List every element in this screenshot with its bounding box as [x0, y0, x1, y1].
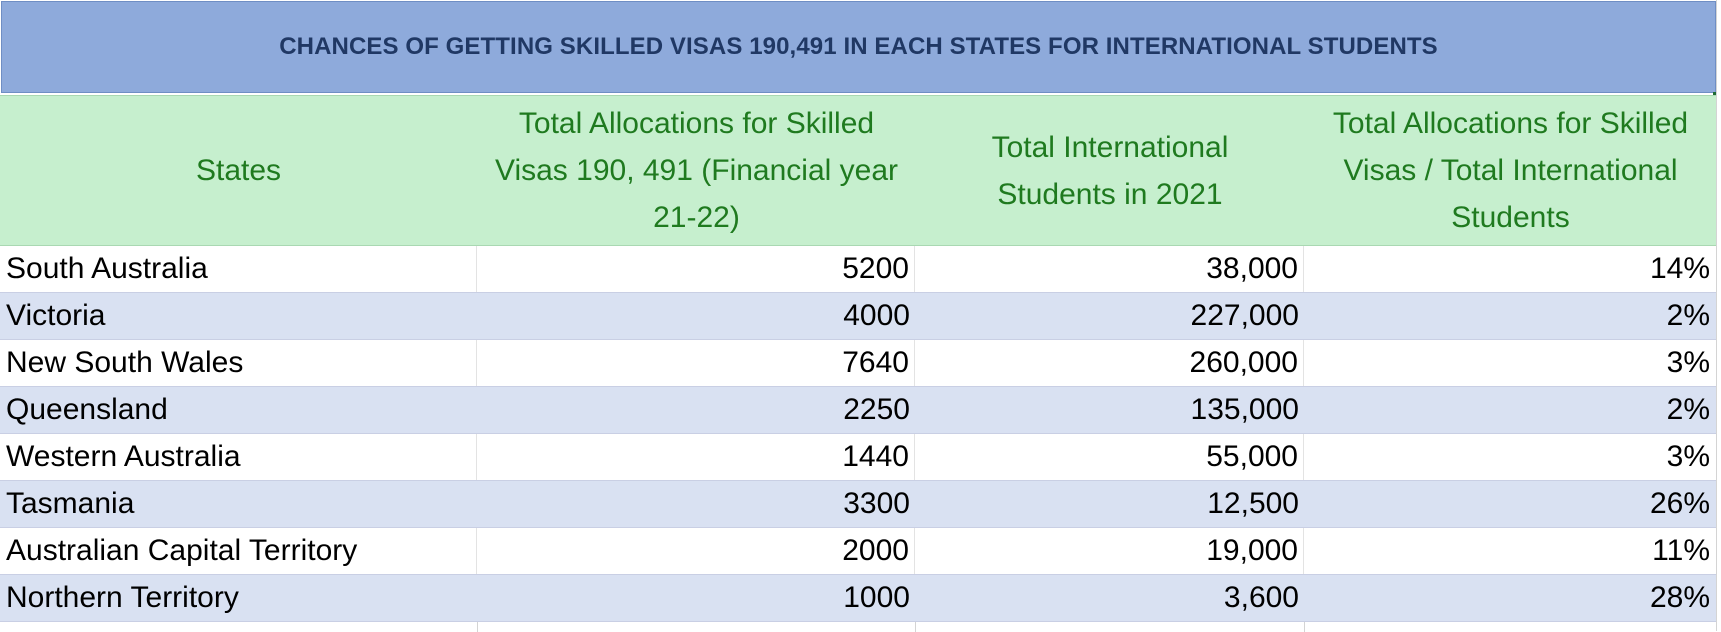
header-row: States Total Allocations for Skilled Vis… [0, 95, 1716, 246]
gridline [477, 622, 478, 632]
header-ratio-line-2: Visas / Total International [1343, 154, 1678, 187]
table-title-cell[interactable]: CHANCES OF GETTING SKILLED VISAS 190,491… [1, 1, 1716, 93]
cell-allocations[interactable]: 3300 [843, 487, 910, 520]
header-allocations[interactable]: Total Allocations for Skilled Visas 190,… [478, 96, 915, 245]
cell-state[interactable]: Victoria [6, 299, 106, 332]
cell-students[interactable]: 227,000 [1190, 299, 1299, 332]
table-title: CHANCES OF GETTING SKILLED VISAS 190,491… [279, 33, 1438, 60]
cell-allocations[interactable]: 2250 [843, 393, 910, 426]
cell-students[interactable]: 12,500 [1207, 487, 1299, 520]
cell-state[interactable]: South Australia [0, 246, 477, 292]
header-states-label: States [195, 154, 282, 187]
cell-allocations[interactable]: 1440 [478, 434, 915, 480]
header-states[interactable]: States [0, 96, 477, 245]
cell-allocations[interactable]: 1000 [843, 581, 910, 614]
cell-allocations[interactable]: 7640 [478, 340, 915, 386]
cell-ratio[interactable]: 14% [1649, 252, 1710, 285]
cell-allocations[interactable]: 2000 [478, 528, 915, 574]
gridline [1304, 622, 1305, 632]
cell-ratio[interactable]: 11% [1652, 534, 1710, 567]
table-row: Western Australia 1440 55,000 3% [0, 434, 1716, 481]
cell-ratio[interactable]: 26% [1649, 487, 1710, 520]
cell-ratio[interactable]: 2% [1666, 299, 1710, 332]
table-row: Australian Capital Territory 2000 19,000… [0, 528, 1716, 575]
header-students-line-1: Total International [991, 130, 1229, 164]
cell-state[interactable]: Queensland [6, 393, 168, 426]
header-ratio[interactable]: Total Allocations for Skilled Visas / To… [1305, 96, 1716, 245]
cell-students[interactable]: 55,000 [916, 434, 1304, 480]
cell-state[interactable]: New South Wales [0, 340, 477, 386]
table-row: South Australia 5200 38,000 14% [0, 246, 1716, 293]
cell-students[interactable]: 260,000 [916, 340, 1304, 386]
sheet-right-edge [1716, 0, 1721, 631]
table-body: South Australia 5200 38,000 14% Victoria… [0, 246, 1716, 632]
cell-allocations[interactable]: 4000 [843, 299, 910, 332]
cell-ratio[interactable]: 3% [1666, 440, 1710, 473]
header-ratio-line-3: Students [1451, 201, 1570, 234]
table-row: Tasmania 3300 12,500 26% [0, 481, 1716, 528]
next-empty-row [0, 622, 1716, 632]
cell-students[interactable]: 38,000 [916, 246, 1304, 292]
header-allocations-line-2: Visas 190, 491 (Financial year [494, 154, 898, 187]
cell-state[interactable]: Western Australia [0, 434, 477, 480]
cell-students[interactable]: 19,000 [916, 528, 1304, 574]
cell-ratio[interactable]: 28% [1649, 581, 1710, 614]
cell-state[interactable]: Tasmania [6, 487, 135, 520]
cell-students[interactable]: 135,000 [1190, 393, 1299, 426]
table-row: Northern Territory 1000 3,600 28% [0, 575, 1716, 622]
cell-allocations[interactable]: 5200 [478, 246, 915, 292]
header-students-line-2: Students in 2021 [997, 177, 1223, 211]
table-row: New South Wales 7640 260,000 3% [0, 340, 1716, 387]
header-students[interactable]: Total International Students in 2021 [916, 96, 1304, 245]
table-row: Queensland 2250 135,000 2% [0, 387, 1716, 434]
cell-state[interactable]: Northern Territory [6, 581, 239, 614]
table-row: Victoria 4000 227,000 2% [0, 293, 1716, 340]
cell-state[interactable]: Australian Capital Territory [0, 528, 477, 574]
cell-ratio[interactable]: 2% [1666, 393, 1710, 426]
header-allocations-line-3: 21-22) [653, 201, 740, 234]
fill-handle[interactable] [1713, 92, 1718, 97]
cell-students[interactable]: 3,600 [1223, 581, 1299, 614]
gridline [915, 622, 916, 632]
cell-ratio[interactable]: 3% [1666, 346, 1710, 379]
header-ratio-line-1: Total Allocations for Skilled [1332, 107, 1689, 140]
header-allocations-line-1: Total Allocations for Skilled [518, 107, 875, 140]
